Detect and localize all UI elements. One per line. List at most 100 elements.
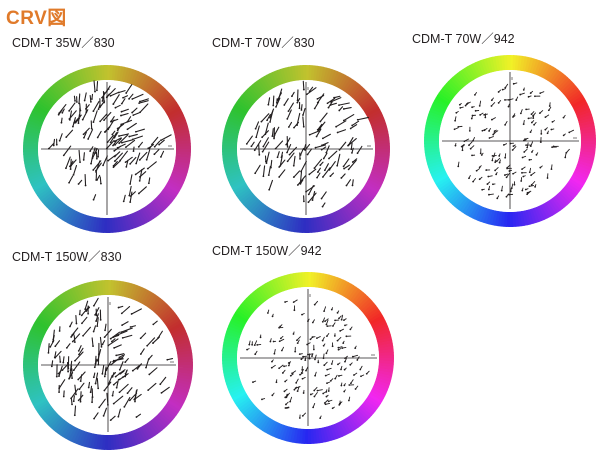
vector-origin [302, 114, 304, 116]
color-shift-vector [54, 340, 61, 347]
color-shift-vector [51, 360, 54, 367]
hue-ring-segment [526, 209, 534, 225]
hue-ring-segment [37, 187, 52, 199]
hue-ring-segment [31, 324, 47, 335]
hue-ring-segment [30, 111, 46, 121]
color-shift-vector [126, 387, 133, 394]
color-shift-vector [96, 378, 99, 389]
color-shift-vector [158, 139, 165, 146]
vector-origin [336, 164, 339, 167]
hue-ring-segment [304, 428, 308, 444]
color-shift-vector [118, 134, 129, 144]
vector-origin [327, 390, 330, 392]
hue-ring-segment [368, 393, 383, 404]
hue-ring-segment [320, 273, 327, 289]
hue-ring-segment [167, 109, 183, 120]
hue-ring-segment [506, 55, 511, 71]
hue-ring-segment [57, 79, 69, 94]
hue-ring-segment [141, 207, 152, 222]
color-shift-vector [350, 124, 358, 130]
vector-origin [292, 301, 295, 304]
hue-ring-segment [372, 323, 388, 332]
hue-ring-segment [233, 183, 248, 194]
hue-ring-segment [469, 203, 479, 219]
vector-origin [286, 145, 289, 148]
hue-ring-segment [317, 427, 323, 444]
hue-ring-segment [31, 178, 47, 189]
hue-ring-segment [288, 66, 295, 82]
vector-origin [160, 139, 162, 142]
vector-origin [72, 400, 75, 403]
hue-ring-segment [234, 185, 249, 196]
color-shift-vector [336, 153, 341, 167]
vector-origin [147, 389, 150, 392]
hue-ring-segment [348, 82, 361, 97]
color-shift-vector [314, 144, 327, 149]
vector-origin [145, 366, 147, 369]
hue-ring-segment [27, 172, 44, 181]
color-shift-vector [93, 412, 99, 420]
vector-origin [292, 333, 295, 335]
vector-origin [112, 103, 115, 105]
vector-origin [323, 310, 326, 313]
hue-ring-segment [230, 388, 246, 399]
color-shift-vector [273, 126, 280, 136]
vector-origin [61, 111, 64, 114]
vector-origin [359, 368, 362, 371]
color-shift-vector [99, 176, 102, 185]
hue-ring-segment [38, 405, 53, 418]
hue-ring-segment [267, 280, 278, 296]
hue-ring-segment [23, 151, 39, 155]
hue-ring-segment [23, 374, 40, 380]
hue-ring-segment [161, 408, 175, 420]
color-shift-vector [95, 372, 99, 385]
vector-origin [298, 353, 301, 356]
vector-origin [325, 151, 328, 154]
vector-origin [117, 415, 120, 418]
color-shift-vector [74, 384, 77, 395]
hue-ring-segment [136, 287, 146, 303]
hue-ring-segment [555, 75, 568, 89]
vector-origin [522, 89, 525, 91]
vector-origin [313, 303, 316, 306]
color-shift-vector [80, 374, 83, 382]
hue-ring-segment [459, 198, 471, 213]
hue-ring-segment [145, 292, 156, 308]
hue-ring-segment [158, 92, 172, 105]
color-shift-vector [109, 91, 119, 97]
hue-ring-segment [249, 84, 262, 98]
color-shift-vector [297, 175, 307, 186]
hue-ring-segment [57, 421, 69, 436]
vector-origin [160, 391, 163, 394]
vector-origin [145, 158, 148, 161]
vector-origin [124, 375, 127, 378]
hue-ring-segment [137, 73, 147, 89]
hue-ring-segment [154, 196, 168, 210]
hue-ring-segment [376, 337, 393, 344]
color-shift-vector [316, 94, 325, 100]
vector-origin [494, 161, 497, 164]
hue-ring-segment [533, 206, 543, 222]
hue-ring-segment [306, 65, 310, 81]
hue-ring-segment [296, 217, 302, 233]
vector-origin [453, 128, 456, 131]
vector-origin [129, 201, 132, 203]
hue-ring-segment [258, 206, 270, 221]
color-shift-vector [53, 138, 56, 147]
vector-origin [89, 100, 92, 103]
vector-origin [278, 367, 281, 370]
hue-ring-segment [570, 95, 585, 106]
hue-ring-segment [80, 214, 88, 230]
color-shift-vector [140, 348, 145, 355]
color-shift-vector [286, 143, 292, 154]
color-shift-vector [116, 330, 128, 336]
hue-ring-segment [161, 310, 176, 323]
hue-ring-segment [264, 74, 274, 90]
vector-origin [495, 173, 498, 176]
color-shift-vector [48, 142, 55, 150]
vector-origin [96, 359, 99, 362]
hue-ring-segment [580, 141, 596, 145]
hue-ring-segment [229, 319, 245, 330]
hue-ring-segment [121, 66, 128, 83]
